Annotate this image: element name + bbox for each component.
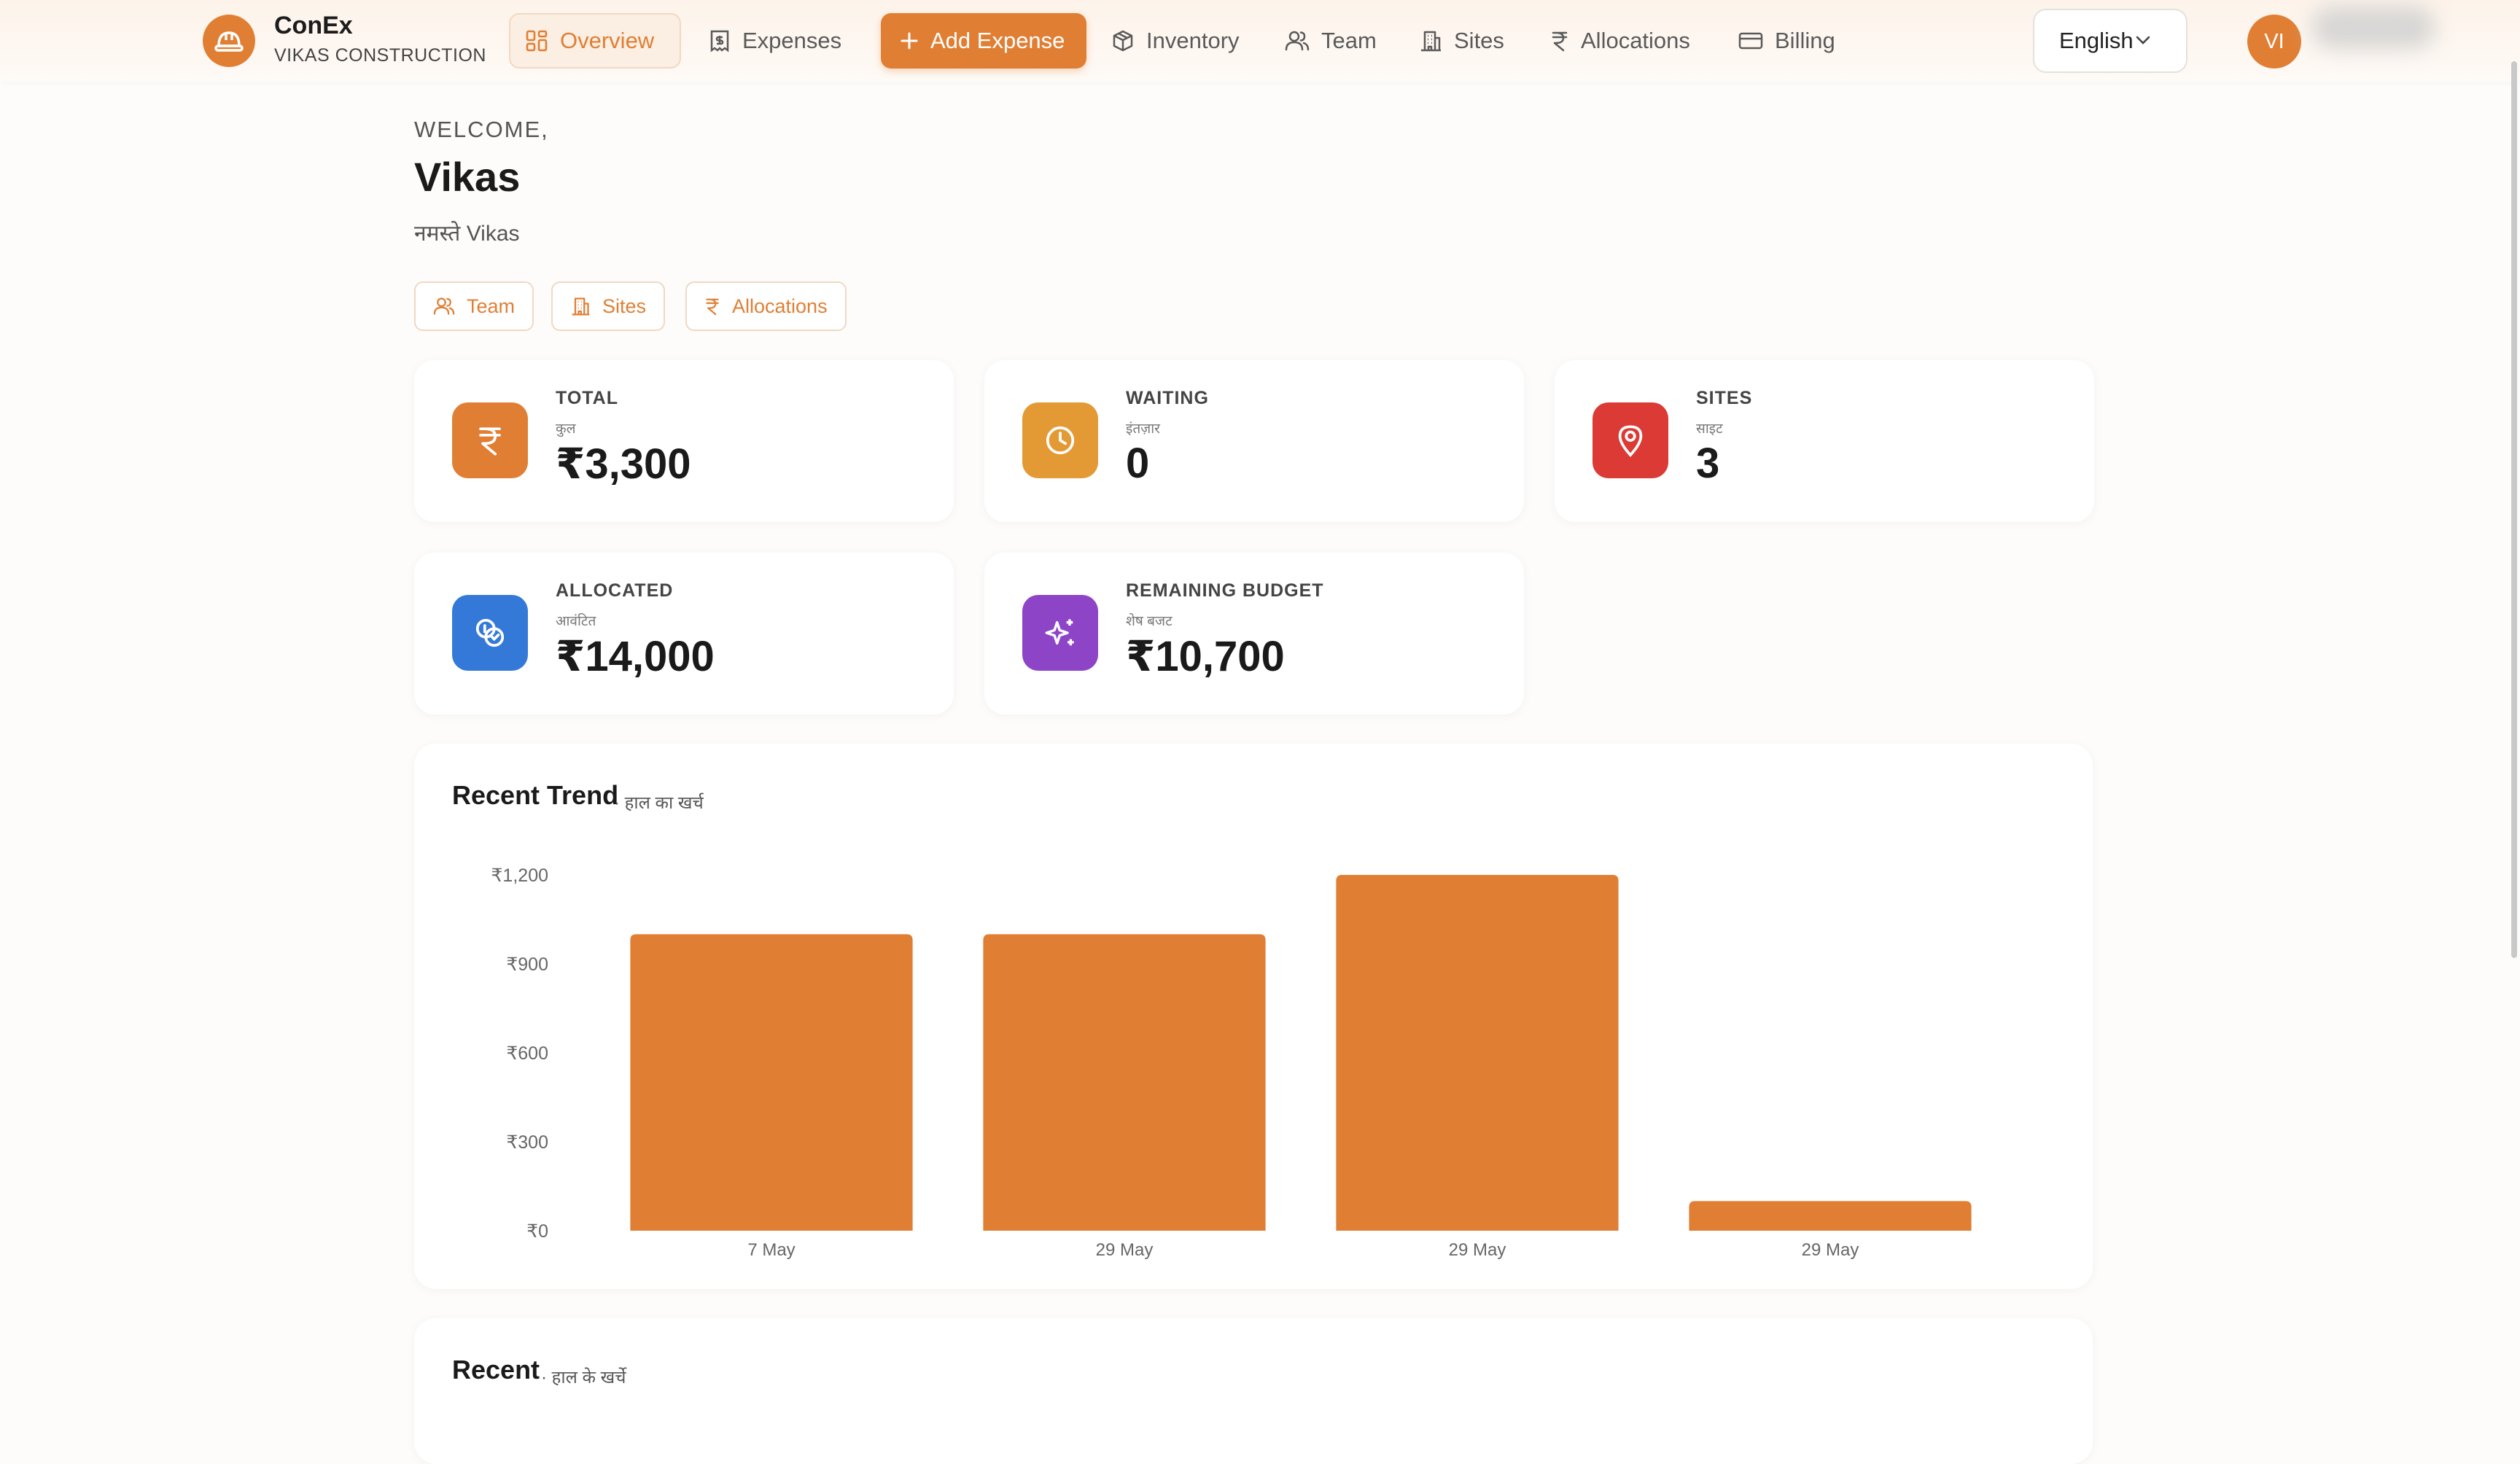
nav-billing-label: Billing (1775, 28, 1835, 53)
quick-link-sites[interactable]: Sites (551, 281, 666, 331)
stat-card-allocated: ALLOCATED आवंटित ₹14,000 (414, 553, 954, 715)
language-value: English (2059, 28, 2134, 53)
language-select[interactable]: English (2033, 9, 2188, 73)
grid-icon (526, 30, 548, 52)
stat-card-sites: SITES साइट 3 (1555, 360, 2094, 522)
nav-team-label: Team (1321, 28, 1377, 53)
building-icon (1421, 31, 1441, 52)
clock-icon (1022, 402, 1098, 478)
stat-label: REMAINING BUDGET (1126, 580, 1324, 601)
nav-billing[interactable]: Billing (1724, 13, 1850, 69)
chart-title: Recent Trend (452, 780, 619, 810)
user-avatar[interactable]: VI (2247, 15, 2301, 69)
welcome-label: WELCOME, (414, 117, 549, 142)
nav-expenses[interactable]: Expenses (694, 13, 856, 69)
stat-label: TOTAL (556, 388, 619, 408)
recent-trend-card: Recent Trend · हाल का खर्च ₹0 ₹300 ₹600 ₹90… (414, 744, 2093, 1289)
building-icon (572, 297, 590, 316)
company-name: VIKAS CONSTRUCTION (274, 45, 486, 66)
stat-value: 3 (1696, 440, 1720, 487)
rupee-icon (1552, 31, 1568, 52)
nav-allocations[interactable]: Allocations (1536, 13, 1705, 69)
y-tick-label: ₹900 (506, 954, 548, 975)
recent-title: Recent (452, 1355, 540, 1385)
stat-label: WAITING (1126, 388, 1209, 408)
receipt-icon (710, 30, 729, 52)
add-expense-label: Add Expense (930, 28, 1065, 53)
trend-bar-chart: ₹0 ₹300 ₹600 ₹900 ₹1,200 7 May 29 May 29 May 29 … (491, 865, 1972, 1260)
quick-link-team-label: Team (467, 295, 516, 317)
nav-overview-label: Overview (560, 28, 655, 53)
stat-value: 0 (1126, 440, 1150, 487)
stat-card-total: TOTAL कुल ₹3,300 (414, 360, 954, 522)
users-icon (433, 297, 455, 315)
quick-link-sites-label: Sites (602, 295, 647, 317)
plus-icon (901, 32, 918, 50)
nav-team[interactable]: Team (1270, 13, 1391, 69)
chart-bar[interactable] (983, 934, 1266, 1231)
nav-allocations-label: Allocations (1581, 28, 1690, 53)
x-tick-label: 7 May (747, 1240, 795, 1260)
stat-sublabel: इंतज़ार (1126, 421, 1160, 437)
map-pin-icon (1592, 402, 1668, 478)
x-tick-label: 29 May (1449, 1240, 1506, 1260)
stat-value: ₹3,300 (556, 440, 691, 488)
rupee-icon (452, 402, 528, 478)
nav-expenses-label: Expenses (742, 28, 842, 53)
hard-hat-icon[interactable] (203, 15, 255, 67)
stat-value: ₹14,000 (556, 633, 715, 680)
chart-subtitle: · हाल का खर्च (614, 793, 704, 813)
card-icon (1738, 32, 1763, 50)
chart-bar[interactable] (630, 934, 913, 1231)
stat-sublabel: कुल (556, 421, 576, 437)
y-tick-label: ₹0 (526, 1221, 548, 1242)
chart-bar[interactable] (1689, 1201, 1972, 1231)
x-tick-label: 29 May (1802, 1240, 1859, 1260)
stat-sublabel: साइट (1696, 421, 1723, 437)
stat-sublabel: आवंटित (556, 614, 596, 629)
stat-label: SITES (1696, 388, 1753, 408)
users-icon (1285, 31, 1310, 51)
stat-label: ALLOCATED (556, 580, 674, 601)
stat-card-waiting: WAITING इंतज़ार 0 (984, 360, 1524, 522)
stat-card-remaining-budget: REMAINING BUDGET शेष बजट ₹10,700 (984, 553, 1524, 715)
chevron-down-icon (2136, 36, 2150, 44)
quick-link-team[interactable]: Team (414, 281, 534, 331)
y-tick-label: ₹600 (506, 1043, 548, 1064)
stat-value: ₹10,700 (1126, 633, 1285, 680)
chart-bar[interactable] (1336, 875, 1619, 1231)
nav-overview[interactable]: Overview (509, 13, 681, 69)
nav-inventory[interactable]: Inventory (1097, 13, 1254, 69)
box-icon (1113, 30, 1133, 52)
nav-inventory-label: Inventory (1146, 28, 1240, 53)
blurred-region (2311, 6, 2435, 50)
nav-sites[interactable]: Sites (1404, 13, 1519, 69)
rupee-icon (706, 298, 719, 316)
add-expense-button[interactable]: Add Expense (881, 13, 1086, 69)
recent-expenses-card: Recent · हाल के खर्चे (414, 1318, 2093, 1464)
brand-name[interactable]: ConEx (274, 12, 353, 39)
page-scrollbar[interactable] (2511, 61, 2517, 958)
greeting-text: नमस्ते Vikas (414, 222, 520, 246)
nav-sites-label: Sites (1454, 28, 1504, 53)
x-tick-label: 29 May (1096, 1240, 1154, 1260)
y-tick-label: ₹1,200 (491, 865, 548, 886)
y-tick-label: ₹300 (506, 1132, 548, 1153)
sparkles-icon (1022, 595, 1098, 671)
quick-link-allocations-label: Allocations (732, 295, 828, 317)
recent-subtitle: · हाल के खर्चे (541, 1368, 626, 1387)
stat-sublabel: शेष बजट (1126, 614, 1172, 629)
quick-link-allocations[interactable]: Allocations (685, 281, 847, 331)
top-navbar: ConEx VIKAS CONSTRUCTION Overview Expens… (0, 0, 2520, 82)
coins-icon (452, 595, 528, 671)
user-name-heading: Vikas (414, 154, 521, 200)
